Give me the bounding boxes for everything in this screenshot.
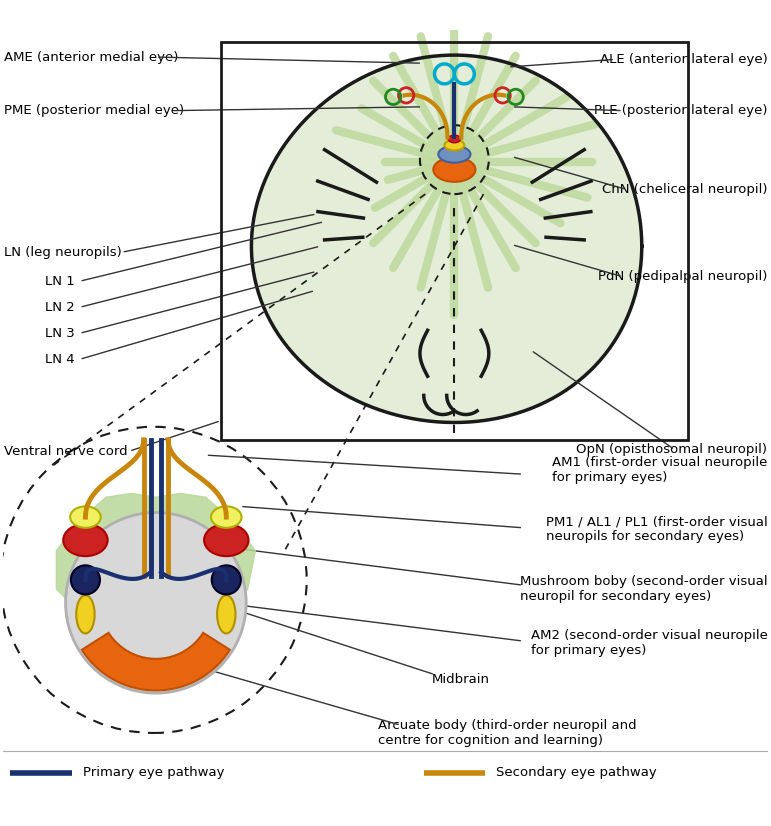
Text: PME (posterior medial eye): PME (posterior medial eye)	[4, 104, 183, 117]
Circle shape	[66, 512, 246, 693]
Text: Midbrain: Midbrain	[432, 673, 490, 686]
Text: ALE (anterior lateral eye): ALE (anterior lateral eye)	[600, 53, 767, 66]
Text: PdN (pedipalpal neuropil): PdN (pedipalpal neuropil)	[598, 270, 767, 283]
Text: LN 4: LN 4	[45, 353, 75, 366]
Text: AME (anterior medial eye): AME (anterior medial eye)	[4, 50, 178, 64]
Ellipse shape	[448, 135, 460, 143]
Ellipse shape	[76, 596, 95, 634]
Text: OpN (opisthosomal neuropil): OpN (opisthosomal neuropil)	[577, 444, 767, 456]
Ellipse shape	[444, 140, 464, 150]
Ellipse shape	[439, 146, 470, 163]
Polygon shape	[56, 493, 255, 620]
Text: LN 1: LN 1	[45, 275, 75, 287]
Text: PM1 / AL1 / PL1 (first-order visual
neuropils for secondary eyes): PM1 / AL1 / PL1 (first-order visual neur…	[546, 515, 767, 544]
Polygon shape	[82, 633, 230, 691]
Ellipse shape	[211, 506, 241, 528]
Ellipse shape	[204, 524, 248, 556]
Ellipse shape	[63, 524, 108, 556]
Text: LN (leg neuropils): LN (leg neuropils)	[4, 246, 121, 259]
Ellipse shape	[433, 157, 476, 182]
Text: Arcuate body (third-order neuropil and
centre for cognition and learning): Arcuate body (third-order neuropil and c…	[378, 719, 637, 747]
Text: AM2 (second-order visual neuropile
for primary eyes): AM2 (second-order visual neuropile for p…	[530, 629, 767, 657]
Text: Secondary eye pathway: Secondary eye pathway	[497, 767, 657, 779]
Text: AM1 (first-order visual neuropile
for primary eyes): AM1 (first-order visual neuropile for pr…	[552, 457, 767, 484]
Text: ChN (cheliceral neuropil): ChN (cheliceral neuropil)	[602, 183, 767, 196]
Text: Mushroom boby (second-order visual
neuropil for secondary eyes): Mushroom boby (second-order visual neuro…	[520, 575, 767, 603]
Polygon shape	[251, 55, 641, 422]
Ellipse shape	[217, 596, 235, 634]
Text: LN 3: LN 3	[45, 327, 75, 339]
Ellipse shape	[70, 506, 101, 528]
Text: LN 2: LN 2	[45, 301, 75, 314]
Text: PLE (posterior lateral eye): PLE (posterior lateral eye)	[594, 104, 767, 117]
Circle shape	[71, 565, 100, 595]
Text: Primary eye pathway: Primary eye pathway	[83, 767, 224, 779]
Circle shape	[212, 565, 241, 595]
Text: Ventral nerve cord: Ventral nerve cord	[4, 444, 127, 458]
